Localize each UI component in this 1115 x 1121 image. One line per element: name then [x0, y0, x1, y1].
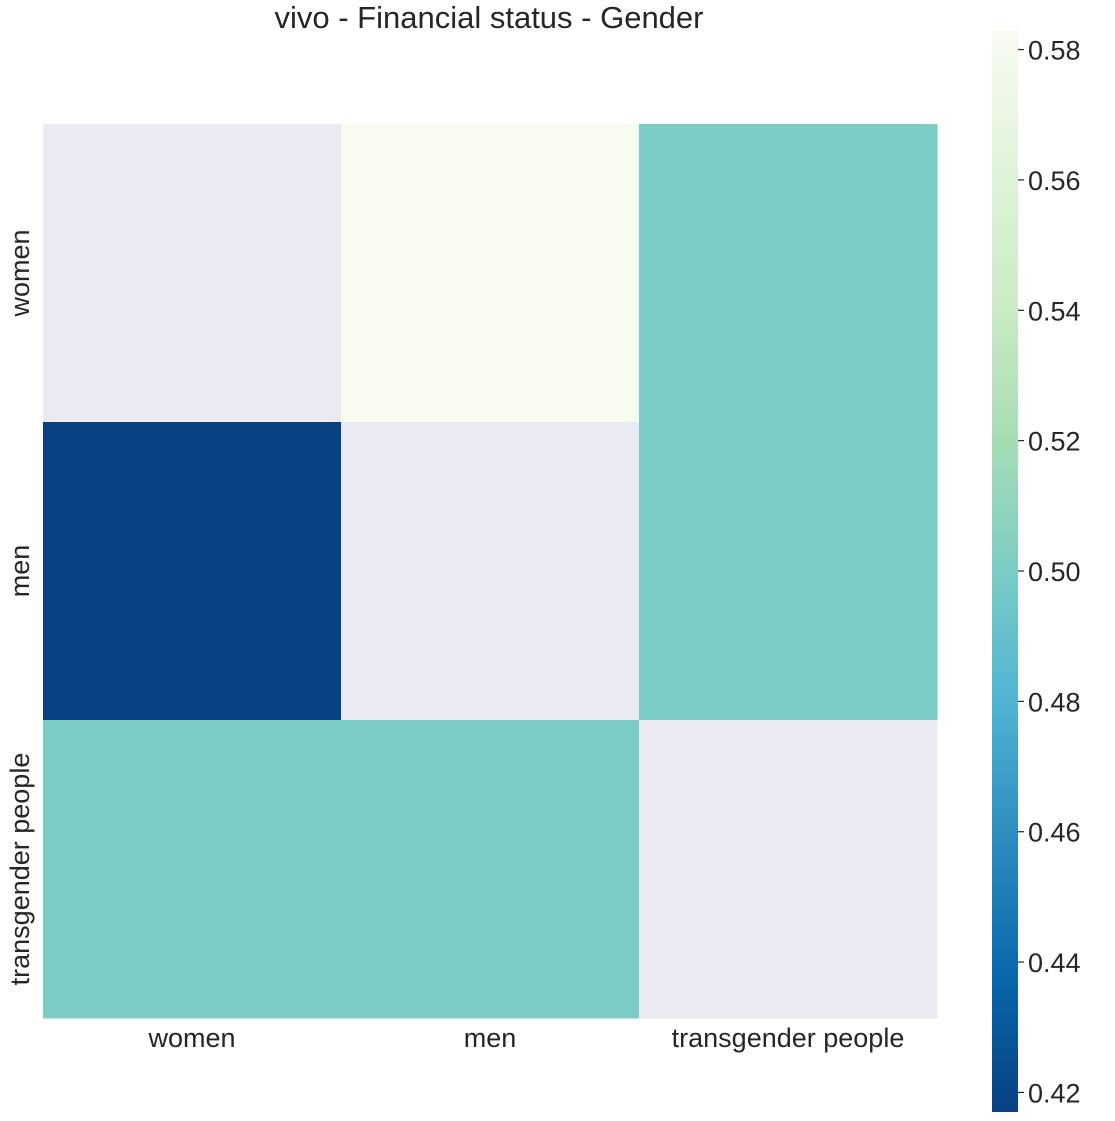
colorbar-tick-label: 0.56 — [1028, 166, 1081, 196]
x-tick-label: transgender people — [672, 1023, 905, 1053]
heatmap-cell-0-2 — [639, 124, 938, 423]
colorbar — [992, 30, 1018, 1112]
x-tick-labels: women men transgender people — [147, 1023, 904, 1053]
y-tick-label: men — [5, 545, 35, 598]
heatmap-cell-1-1 — [341, 422, 640, 721]
heatmap-cells — [43, 124, 938, 1019]
colorbar-tick-label: 0.54 — [1028, 296, 1081, 326]
y-tick-labels: women men transgender people — [5, 229, 35, 985]
x-tick-label: women — [147, 1023, 235, 1053]
heatmap-cell-2-0 — [43, 720, 342, 1019]
colorbar-tick-label: 0.46 — [1028, 818, 1081, 848]
colorbar-tick-label: 0.48 — [1028, 687, 1081, 717]
heatmap-cell-0-0 — [43, 124, 342, 423]
colorbar-tick-label: 0.52 — [1028, 427, 1081, 457]
heatmap-cell-1-0 — [43, 422, 342, 721]
x-tick-label: men — [464, 1023, 517, 1053]
heatmap-cell-0-1 — [341, 124, 640, 423]
colorbar-tick-label: 0.42 — [1028, 1078, 1081, 1108]
colorbar-tick-label: 0.58 — [1028, 36, 1081, 66]
colorbar-tick-label: 0.44 — [1028, 948, 1081, 978]
y-tick-label: transgender people — [5, 753, 35, 986]
colorbar-ticks: 0.42 0.44 0.46 0.48 0.50 0.52 0.54 0.56 0.58 — [1018, 36, 1081, 1108]
colorbar-tick-label: 0.50 — [1028, 557, 1081, 587]
heatmap-cell-1-2 — [639, 422, 938, 721]
heatmap-cell-2-2 — [639, 720, 938, 1019]
chart-title: vivo - Financial status - Gender — [274, 0, 703, 35]
heatmap-cell-2-1 — [341, 720, 640, 1019]
y-tick-label: women — [5, 229, 35, 317]
